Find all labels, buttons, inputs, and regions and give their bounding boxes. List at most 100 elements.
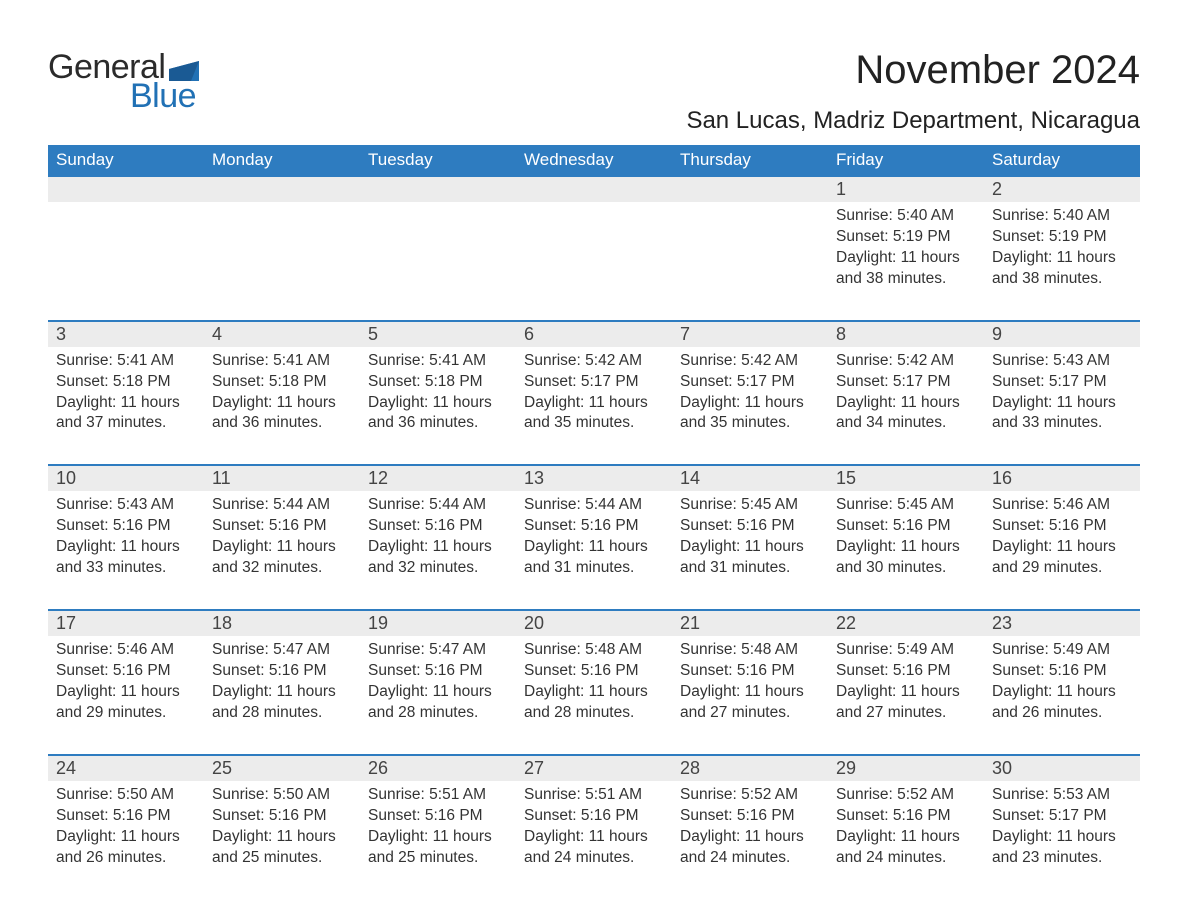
daylight-text: Daylight: 11 hours and 36 minutes. [212, 393, 352, 435]
day-content-cell: Sunrise: 5:48 AMSunset: 5:16 PMDaylight:… [672, 636, 828, 755]
day-number-cell: 28 [672, 755, 828, 781]
daylight-text: Daylight: 11 hours and 27 minutes. [836, 682, 976, 724]
sunset-text: Sunset: 5:16 PM [212, 661, 352, 682]
sunrise-text: Sunrise: 5:48 AM [524, 640, 664, 661]
sunrise-text: Sunrise: 5:48 AM [680, 640, 820, 661]
sunrise-text: Sunrise: 5:40 AM [836, 206, 976, 227]
daylight-text: Daylight: 11 hours and 23 minutes. [992, 827, 1132, 869]
daylight-text: Daylight: 11 hours and 38 minutes. [992, 248, 1132, 290]
weekday-header: Saturday [984, 145, 1140, 176]
daylight-text: Daylight: 11 hours and 28 minutes. [368, 682, 508, 724]
day-number-cell [48, 176, 204, 202]
weekday-header: Sunday [48, 145, 204, 176]
sunrise-text: Sunrise: 5:43 AM [992, 351, 1132, 372]
sunset-text: Sunset: 5:19 PM [836, 227, 976, 248]
daylight-text: Daylight: 11 hours and 29 minutes. [56, 682, 196, 724]
day-number-cell: 13 [516, 465, 672, 491]
weekday-header: Thursday [672, 145, 828, 176]
sunset-text: Sunset: 5:16 PM [212, 806, 352, 827]
sunrise-text: Sunrise: 5:53 AM [992, 785, 1132, 806]
sunrise-text: Sunrise: 5:40 AM [992, 206, 1132, 227]
sunset-text: Sunset: 5:17 PM [992, 372, 1132, 393]
daylight-text: Daylight: 11 hours and 33 minutes. [56, 537, 196, 579]
location-subtitle: San Lucas, Madriz Department, Nicaragua [686, 107, 1140, 135]
daylight-text: Daylight: 11 hours and 30 minutes. [836, 537, 976, 579]
sunset-text: Sunset: 5:16 PM [836, 516, 976, 537]
day-number-cell [672, 176, 828, 202]
day-number-cell [516, 176, 672, 202]
sunrise-text: Sunrise: 5:42 AM [836, 351, 976, 372]
sunrise-text: Sunrise: 5:44 AM [524, 495, 664, 516]
sunrise-text: Sunrise: 5:52 AM [680, 785, 820, 806]
day-content-cell: Sunrise: 5:44 AMSunset: 5:16 PMDaylight:… [360, 491, 516, 610]
sunrise-text: Sunrise: 5:46 AM [56, 640, 196, 661]
sunrise-text: Sunrise: 5:50 AM [212, 785, 352, 806]
day-number-cell: 11 [204, 465, 360, 491]
day-number-cell: 20 [516, 610, 672, 636]
sunset-text: Sunset: 5:18 PM [56, 372, 196, 393]
day-number-cell: 9 [984, 321, 1140, 347]
day-content-cell [204, 202, 360, 321]
day-content-row: Sunrise: 5:41 AMSunset: 5:18 PMDaylight:… [48, 347, 1140, 466]
month-title: November 2024 [686, 48, 1140, 93]
day-number-cell: 10 [48, 465, 204, 491]
day-content-cell: Sunrise: 5:49 AMSunset: 5:16 PMDaylight:… [828, 636, 984, 755]
day-content-cell: Sunrise: 5:47 AMSunset: 5:16 PMDaylight:… [360, 636, 516, 755]
weekday-header-row: Sunday Monday Tuesday Wednesday Thursday… [48, 145, 1140, 176]
weekday-header: Friday [828, 145, 984, 176]
day-number-cell: 29 [828, 755, 984, 781]
daylight-text: Daylight: 11 hours and 31 minutes. [524, 537, 664, 579]
sunset-text: Sunset: 5:16 PM [680, 806, 820, 827]
sunrise-text: Sunrise: 5:49 AM [836, 640, 976, 661]
day-number-cell: 14 [672, 465, 828, 491]
sunrise-text: Sunrise: 5:41 AM [368, 351, 508, 372]
day-content-cell: Sunrise: 5:48 AMSunset: 5:16 PMDaylight:… [516, 636, 672, 755]
day-number-cell: 12 [360, 465, 516, 491]
day-number-cell: 17 [48, 610, 204, 636]
logo: General Blue [48, 48, 199, 116]
sunset-text: Sunset: 5:16 PM [992, 661, 1132, 682]
day-number-cell: 16 [984, 465, 1140, 491]
sunset-text: Sunset: 5:16 PM [212, 516, 352, 537]
day-number-cell: 18 [204, 610, 360, 636]
daylight-text: Daylight: 11 hours and 24 minutes. [680, 827, 820, 869]
sunset-text: Sunset: 5:16 PM [56, 661, 196, 682]
sunset-text: Sunset: 5:16 PM [56, 516, 196, 537]
daylight-text: Daylight: 11 hours and 36 minutes. [368, 393, 508, 435]
day-content-cell: Sunrise: 5:42 AMSunset: 5:17 PMDaylight:… [516, 347, 672, 466]
day-number-cell [360, 176, 516, 202]
day-number-cell: 6 [516, 321, 672, 347]
day-number-cell: 5 [360, 321, 516, 347]
header-row: General Blue November 2024 San Lucas, Ma… [48, 48, 1140, 135]
sunrise-text: Sunrise: 5:42 AM [524, 351, 664, 372]
daylight-text: Daylight: 11 hours and 35 minutes. [680, 393, 820, 435]
day-number-cell: 7 [672, 321, 828, 347]
day-number-cell: 23 [984, 610, 1140, 636]
sunrise-text: Sunrise: 5:46 AM [992, 495, 1132, 516]
sunset-text: Sunset: 5:16 PM [992, 516, 1132, 537]
sunrise-text: Sunrise: 5:51 AM [524, 785, 664, 806]
sunrise-text: Sunrise: 5:52 AM [836, 785, 976, 806]
day-number-cell: 25 [204, 755, 360, 781]
sunrise-text: Sunrise: 5:51 AM [368, 785, 508, 806]
calendar-table: Sunday Monday Tuesday Wednesday Thursday… [48, 145, 1140, 898]
daylight-text: Daylight: 11 hours and 24 minutes. [836, 827, 976, 869]
daylight-text: Daylight: 11 hours and 28 minutes. [212, 682, 352, 724]
sunrise-text: Sunrise: 5:44 AM [212, 495, 352, 516]
weekday-header: Wednesday [516, 145, 672, 176]
daylight-text: Daylight: 11 hours and 26 minutes. [56, 827, 196, 869]
day-content-cell: Sunrise: 5:42 AMSunset: 5:17 PMDaylight:… [672, 347, 828, 466]
sunset-text: Sunset: 5:17 PM [836, 372, 976, 393]
daylight-text: Daylight: 11 hours and 33 minutes. [992, 393, 1132, 435]
day-content-cell: Sunrise: 5:41 AMSunset: 5:18 PMDaylight:… [204, 347, 360, 466]
title-block: November 2024 San Lucas, Madriz Departme… [686, 48, 1140, 135]
day-content-cell [516, 202, 672, 321]
weekday-header: Monday [204, 145, 360, 176]
day-content-cell: Sunrise: 5:46 AMSunset: 5:16 PMDaylight:… [48, 636, 204, 755]
day-content-cell: Sunrise: 5:43 AMSunset: 5:17 PMDaylight:… [984, 347, 1140, 466]
sunset-text: Sunset: 5:18 PM [368, 372, 508, 393]
daynum-row: 10111213141516 [48, 465, 1140, 491]
sunrise-text: Sunrise: 5:44 AM [368, 495, 508, 516]
sunset-text: Sunset: 5:16 PM [836, 806, 976, 827]
sunrise-text: Sunrise: 5:43 AM [56, 495, 196, 516]
